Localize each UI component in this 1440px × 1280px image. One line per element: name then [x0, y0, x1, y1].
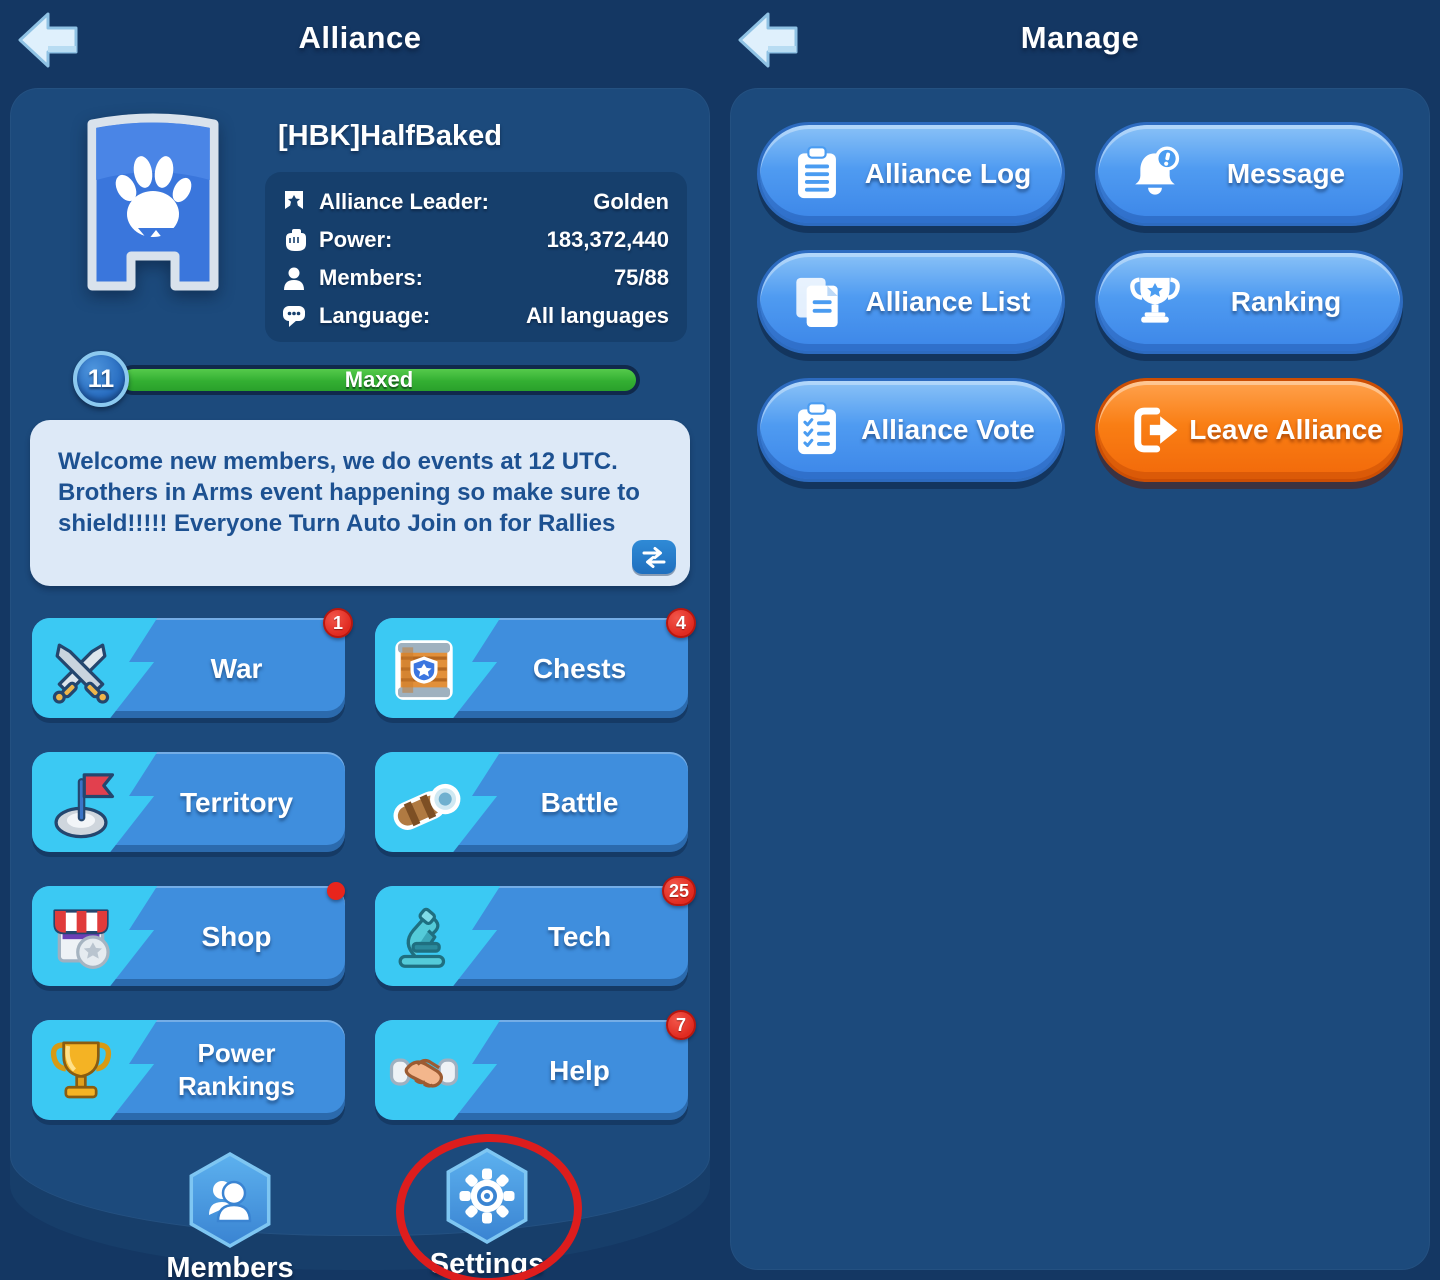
- power-fist-icon: [286, 229, 306, 251]
- stat-row-language: Language: All languages: [279, 300, 669, 332]
- tab-label: Settings: [429, 1248, 545, 1280]
- alliance-info-box: Alliance Leader: Golden Power: 183,372,4…: [265, 172, 687, 342]
- feature-label: Tech: [547, 920, 612, 952]
- feature-label: Battle: [540, 786, 619, 818]
- trophy-outline-icon: [1130, 277, 1180, 323]
- manage-button-label: Leave Alliance: [1189, 414, 1383, 445]
- alliance-panel: [HBK]HalfBaked Alliance Leader: Golden P…: [10, 88, 710, 1236]
- stat-row-members: Members: 75/88: [279, 262, 669, 294]
- crossed-swords-icon: [52, 643, 110, 704]
- progress-fill: Maxed: [122, 367, 636, 392]
- leader-banner-icon: [285, 191, 303, 209]
- back-arrow-icon: [18, 12, 78, 68]
- checklist-clipboard-icon: [798, 402, 836, 455]
- manage-grid: Alliance Log Message: [757, 122, 1403, 482]
- progress-label: Maxed: [344, 367, 414, 392]
- feature-label: Territory: [179, 786, 294, 818]
- page-title-alliance: Alliance: [298, 20, 422, 55]
- chest-crate-icon: [395, 640, 453, 700]
- exit-arrow-icon: [1134, 407, 1178, 453]
- manage-button-label: Ranking: [1230, 286, 1342, 317]
- back-button-alliance[interactable]: [14, 8, 80, 72]
- manage-button-label: Alliance Vote: [861, 414, 1035, 445]
- translate-button[interactable]: [632, 540, 676, 574]
- page-title-manage: Manage: [1020, 20, 1140, 55]
- stat-label: Members:: [319, 265, 423, 290]
- alliance-log-button[interactable]: Alliance Log: [757, 122, 1065, 226]
- help-badge: 7: [666, 1010, 696, 1040]
- stat-label: Alliance Leader:: [319, 189, 489, 214]
- message-button[interactable]: Message: [1095, 122, 1403, 226]
- back-arrow-icon: [738, 12, 798, 68]
- stat-value: 75/88: [613, 265, 669, 290]
- bell-icon: [1135, 146, 1180, 195]
- stat-label: Power:: [319, 227, 393, 252]
- shop-button[interactable]: Shop: [32, 882, 345, 986]
- stat-label: Language:: [319, 303, 431, 328]
- alliance-progress-bar: Maxed: [118, 365, 640, 395]
- ranking-button[interactable]: Ranking: [1095, 250, 1403, 354]
- leave-alliance-button[interactable]: Leave Alliance: [1095, 378, 1403, 482]
- members-person-icon: [284, 267, 304, 290]
- feature-label: Shop: [201, 920, 272, 952]
- alliance-name: [HBK]HalfBaked: [278, 120, 502, 152]
- manage-button-label: Alliance Log: [864, 158, 1032, 189]
- trophy-gold-icon: [50, 1041, 112, 1099]
- documents-icon: [796, 277, 838, 327]
- tab-label: Members: [166, 1252, 294, 1280]
- alliance-level-badge: 11: [73, 351, 129, 407]
- shop-stall-icon: [53, 909, 110, 969]
- stat-row-leader: Alliance Leader: Golden: [279, 186, 669, 218]
- help-button[interactable]: Help 7: [375, 1010, 696, 1120]
- war-badge: 1: [323, 608, 353, 638]
- manage-button-label: Alliance List: [865, 286, 1031, 317]
- clipboard-icon: [798, 146, 836, 199]
- feature-label: Chests: [532, 652, 627, 684]
- manage-button-label: Message: [1226, 158, 1346, 189]
- alliance-flag: [78, 110, 228, 320]
- feature-label: War: [210, 652, 263, 684]
- announcement-text: Welcome new members, we do events at 12 …: [58, 448, 640, 537]
- territory-button[interactable]: Territory: [32, 752, 345, 852]
- stat-value: Golden: [593, 189, 669, 214]
- shop-notification-dot: [327, 882, 345, 900]
- tech-button[interactable]: Tech 25: [375, 876, 696, 986]
- manage-panel: Alliance Log Message: [730, 88, 1430, 1270]
- tab-members[interactable]: Members: [145, 1152, 315, 1280]
- tab-settings[interactable]: Settings: [402, 1148, 572, 1280]
- alliance-vote-button[interactable]: Alliance Vote: [757, 378, 1065, 482]
- stat-row-power: Power: 183,372,440: [279, 224, 669, 256]
- feature-label: Help: [549, 1054, 610, 1086]
- handshake-icon: [389, 1058, 459, 1088]
- alliance-announcement: Welcome new members, we do events at 12 …: [30, 420, 690, 586]
- alliance-list-button[interactable]: Alliance List: [757, 250, 1065, 354]
- battle-button[interactable]: Battle: [375, 752, 688, 852]
- stat-value: 183,372,440: [546, 227, 669, 252]
- feature-grid: War 1 Chests 4: [32, 608, 696, 1120]
- members-people-icon: [209, 1180, 252, 1223]
- chests-badge: 4: [666, 608, 696, 638]
- chests-button[interactable]: Chests 4: [375, 608, 696, 718]
- tech-badge: 25: [661, 876, 696, 906]
- territory-flag-icon: [54, 773, 115, 839]
- paw-emblem: [115, 156, 192, 240]
- back-button-manage[interactable]: [734, 8, 800, 72]
- tech-microscope-icon: [398, 907, 446, 968]
- settings-gear-icon: [459, 1168, 515, 1224]
- translate-arrows-icon: [642, 547, 666, 568]
- battle-spyglass-icon: [393, 783, 461, 830]
- language-chat-icon: [283, 306, 305, 327]
- power-rankings-button[interactable]: Power Rankings: [32, 1020, 345, 1120]
- stat-value: All languages: [525, 303, 669, 328]
- war-button[interactable]: War 1: [32, 608, 353, 718]
- feature-label: Power Rankings: [177, 1038, 296, 1101]
